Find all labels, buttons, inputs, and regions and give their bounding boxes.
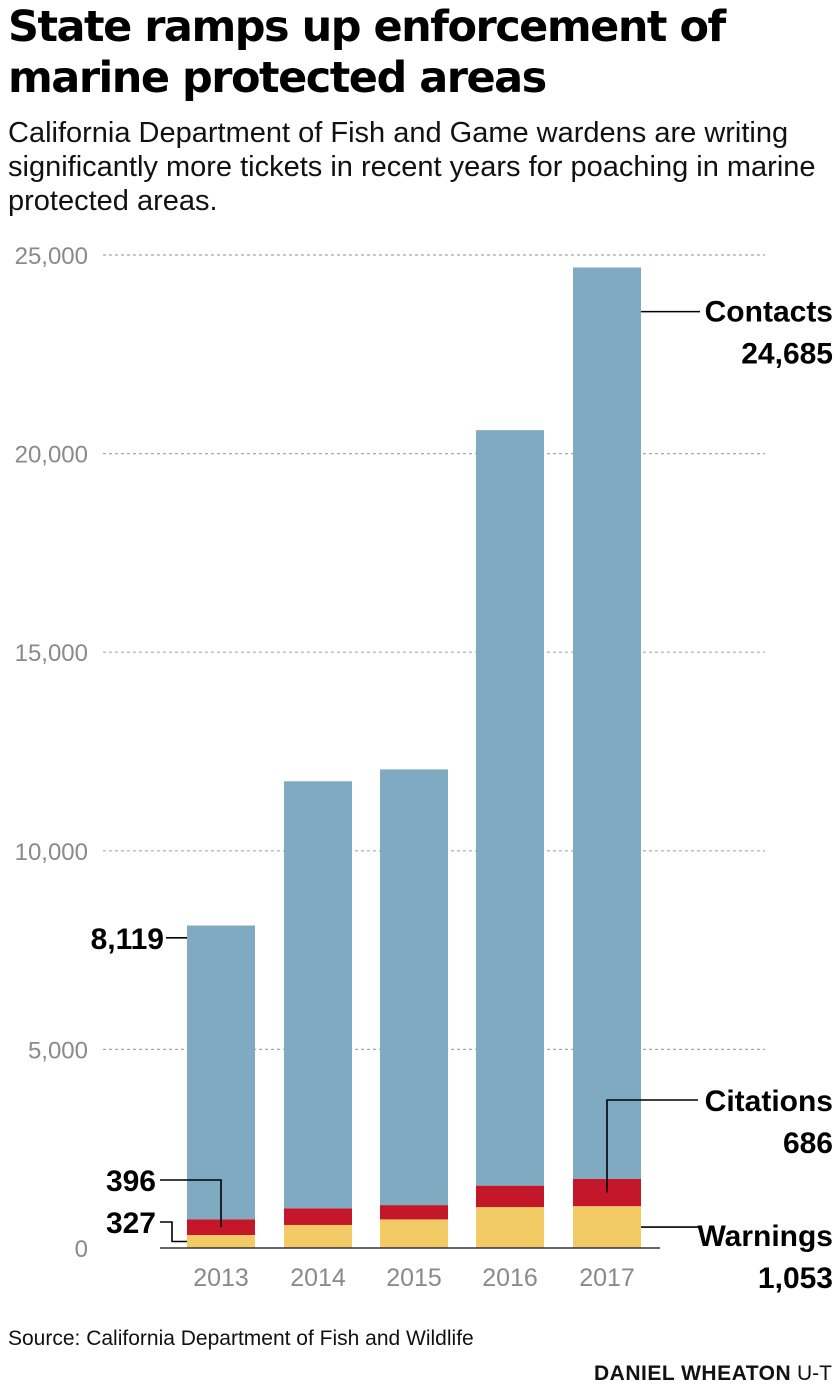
annotation-citations-value: 686: [783, 1127, 833, 1160]
bar-warnings-2017: [573, 1206, 641, 1248]
y-tick-label: 10,000: [15, 839, 88, 866]
bar-contacts-2017: [573, 267, 641, 1179]
y-tick-label: 15,000: [15, 640, 88, 667]
bar-citations-2014: [284, 1208, 352, 1225]
bar-warnings-2015: [380, 1219, 448, 1248]
annotation-contacts-label: Contacts: [705, 296, 833, 329]
y-axis-tick-labels: 0 5,000 10,000 15,000 20,000 25,000: [15, 243, 88, 1263]
bars: [187, 267, 641, 1248]
bar-warnings-2016: [476, 1207, 544, 1248]
y-tick-label: 0: [75, 1236, 88, 1263]
leader-citations-2013: [160, 1179, 222, 1228]
leader-citations: [606, 1099, 698, 1193]
y-tick-label: 5,000: [28, 1037, 88, 1064]
leader-warnings-2013: [160, 1221, 187, 1243]
x-axis-tick-labels: 2013 2014 2015 2016 2017: [193, 1264, 635, 1292]
annotation-citations-2013: 396: [106, 1165, 156, 1198]
annotation-warnings-value: 1,053: [758, 1262, 833, 1295]
bar-contacts-2013: [187, 925, 255, 1220]
bar-contacts-2015: [380, 769, 448, 1206]
byline: DANIEL WHEATON U-T: [594, 1362, 832, 1386]
annotation-citations-label: Citations: [705, 1085, 833, 1118]
annotation-warnings-label: Warnings: [697, 1220, 833, 1253]
x-tick-label: 2013: [193, 1264, 249, 1292]
byline-name: DANIEL WHEATON: [593, 1362, 792, 1385]
source-note: Source: California Department of Fish an…: [8, 1327, 474, 1350]
annotation-warnings-2013: 327: [106, 1207, 156, 1240]
x-tick-label: 2016: [482, 1264, 538, 1292]
annotation-leader-lines: [160, 310, 700, 1243]
annotation-contacts-value: 24,685: [741, 338, 833, 371]
bar-warnings-2014: [284, 1224, 352, 1248]
x-tick-label: 2017: [579, 1264, 635, 1292]
bar-citations-2015: [380, 1205, 448, 1220]
byline-org: U-T: [797, 1362, 832, 1385]
bar-contacts-2014: [284, 781, 352, 1209]
x-tick-label: 2015: [386, 1264, 442, 1292]
bar-warnings-2013: [187, 1235, 255, 1248]
annotation-total-2013: 8,119: [91, 923, 164, 956]
chart-title: State ramps up enforcement of marine pro…: [8, 2, 726, 103]
y-tick-label: 25,000: [15, 243, 88, 270]
bar-contacts-2016: [476, 430, 544, 1186]
chart-subtitle: California Department of Fish and Game w…: [8, 117, 816, 217]
annotations: Contacts 24,685 Citations 686 Warnings 1,053 8…: [91, 296, 833, 1295]
x-tick-label: 2014: [290, 1264, 346, 1292]
y-tick-label: 20,000: [15, 442, 88, 469]
bar-citations-2016: [476, 1185, 544, 1208]
